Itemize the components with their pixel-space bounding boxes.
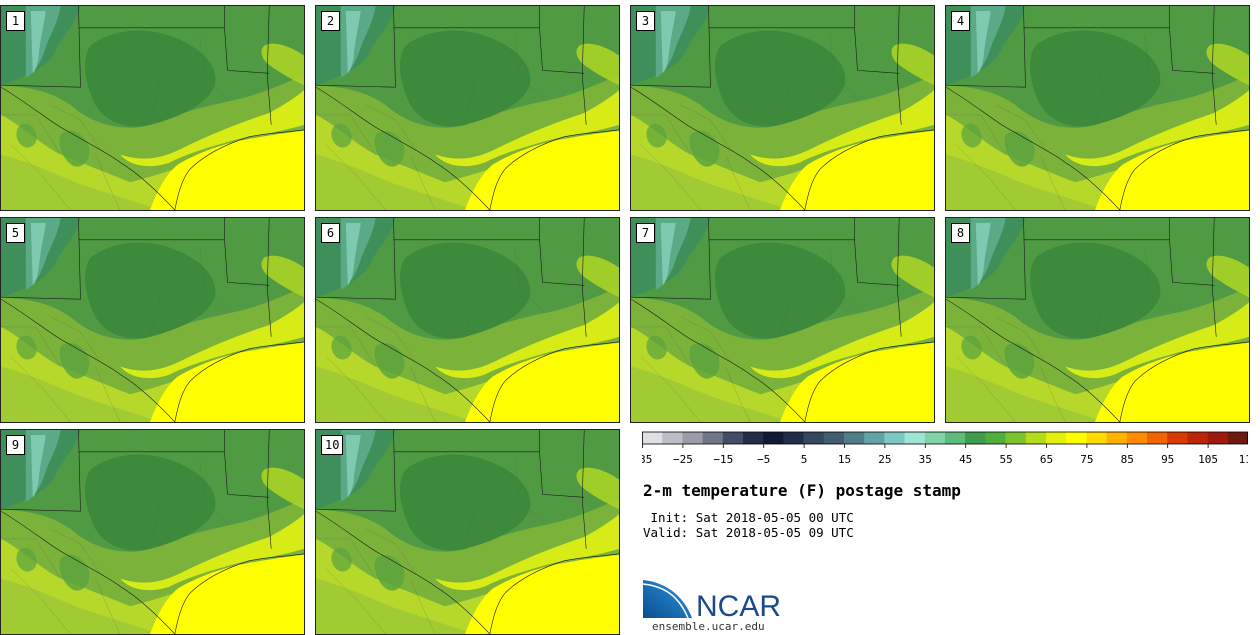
colorbar-swatch: [722, 432, 744, 444]
colorbar-swatch: [864, 432, 885, 444]
init-time: Init: Sat 2018-05-05 00 UTC: [643, 510, 854, 525]
stamp-panel-8: 8: [945, 217, 1250, 423]
colorbar-tick-label: 15: [838, 453, 851, 466]
colorbar-swatch: [844, 432, 865, 444]
panel-number-label: 7: [636, 223, 655, 243]
colorbar-swatch: [1147, 432, 1168, 444]
colorbar-swatch: [702, 432, 724, 444]
valid-value: Sat 2018-05-05 09 UTC: [695, 525, 854, 540]
colorbar-tick-label: −5: [757, 453, 770, 466]
colorbar-swatch: [662, 432, 683, 444]
colorbar-tick-label: −15: [713, 453, 733, 466]
temperature-map: [316, 6, 619, 210]
colorbar-swatch: [682, 432, 703, 444]
colorbar-tick-label: 55: [999, 453, 1012, 466]
chart-title: 2-m temperature (F) postage stamp: [643, 481, 961, 500]
stamp-panel-10: 10: [315, 429, 620, 635]
colorbar-swatch: [1227, 432, 1248, 444]
panel-number-label: 1: [6, 11, 25, 31]
stamp-panel-5: 5: [0, 217, 305, 423]
colorbar-tick-label: −35: [642, 453, 652, 466]
colorbar-tick-label: 65: [1040, 453, 1053, 466]
colorbar-tick-label: 115: [1239, 453, 1248, 466]
logo-swoosh-icon: [643, 580, 692, 618]
temperature-map: [316, 218, 619, 422]
colorbar-swatch: [823, 432, 845, 444]
stamp-panel-4: 4: [945, 5, 1250, 211]
colorbar-swatch: [1066, 432, 1087, 444]
colorbar-tick-label: 35: [919, 453, 932, 466]
colorbar-tick-label: −25: [673, 453, 693, 466]
panel-number-label: 4: [951, 11, 970, 31]
colorbar-tick-label: 85: [1121, 453, 1134, 466]
temperature-map: [1, 6, 304, 210]
stamp-panel-3: 3: [630, 5, 935, 211]
stamp-panel-2: 2: [315, 5, 620, 211]
stamp-panel-9: 9: [0, 429, 305, 635]
panel-number-label: 3: [636, 11, 655, 31]
colorbar-swatch: [1167, 432, 1188, 444]
valid-time: Valid: Sat 2018-05-05 09 UTC: [643, 525, 854, 540]
logo-url: ensemble.ucar.edu: [652, 620, 765, 633]
panel-number-label: 9: [6, 435, 25, 455]
temperature-map: [631, 218, 934, 422]
temperature-map: [946, 6, 1249, 210]
colorbar-tick-label: 45: [959, 453, 972, 466]
stamp-panel-1: 1: [0, 5, 305, 211]
temperature-map: [946, 218, 1249, 422]
ncar-logo: NCAR: [642, 580, 781, 620]
colorbar-border: [642, 431, 1248, 445]
colorbar-swatch: [1126, 432, 1148, 444]
colorbar-swatch: [642, 432, 663, 444]
colorbar-tick-label: 25: [878, 453, 891, 466]
colorbar-swatch: [985, 432, 1006, 444]
logo-swoosh-line-icon: [642, 583, 689, 619]
colorbar-swatch: [1187, 432, 1208, 444]
colorbar-swatch: [1106, 432, 1128, 444]
colorbar-swatch: [743, 432, 764, 444]
colorbar-tick-label: 5: [801, 453, 808, 466]
colorbar-swatch: [803, 432, 825, 444]
colorbar-tick-label: 95: [1161, 453, 1174, 466]
colorbar-swatch: [904, 432, 926, 444]
colorbar-swatch: [884, 432, 905, 444]
colorbar-swatch: [924, 432, 946, 444]
init-value: Sat 2018-05-05 00 UTC: [695, 510, 854, 525]
stamp-panel-6: 6: [315, 217, 620, 423]
panel-number-label: 2: [321, 11, 340, 31]
stamp-panel-7: 7: [630, 217, 935, 423]
logo-text: NCAR: [696, 590, 781, 620]
valid-label: Valid:: [643, 525, 689, 540]
panel-number-label: 10: [321, 435, 344, 455]
temperature-colorbar: −35 −25 −15 −5 5 15 25 35 45 55 65 75 85 95 105 115: [642, 431, 1248, 466]
colorbar-swatch: [1005, 432, 1027, 444]
temperature-map: [631, 6, 934, 210]
colorbar-tick-label: 105: [1198, 453, 1218, 466]
colorbar-swatch: [945, 432, 966, 444]
colorbar-swatch: [1025, 432, 1047, 444]
colorbar-swatch: [1046, 432, 1067, 444]
panel-number-label: 8: [951, 223, 970, 243]
temperature-map: [316, 430, 619, 634]
temperature-map: [1, 430, 304, 634]
colorbar-swatch: [1207, 432, 1229, 444]
colorbar-swatch: [1086, 432, 1107, 444]
panel-number-label: 5: [6, 223, 25, 243]
colorbar-swatch: [783, 432, 804, 444]
colorbar-swatch: [965, 432, 986, 444]
colorbar-swatch: [763, 432, 784, 444]
colorbar-tick-label: 75: [1080, 453, 1093, 466]
panel-number-label: 6: [321, 223, 340, 243]
temperature-map: [1, 218, 304, 422]
init-label: Init:: [650, 510, 689, 525]
